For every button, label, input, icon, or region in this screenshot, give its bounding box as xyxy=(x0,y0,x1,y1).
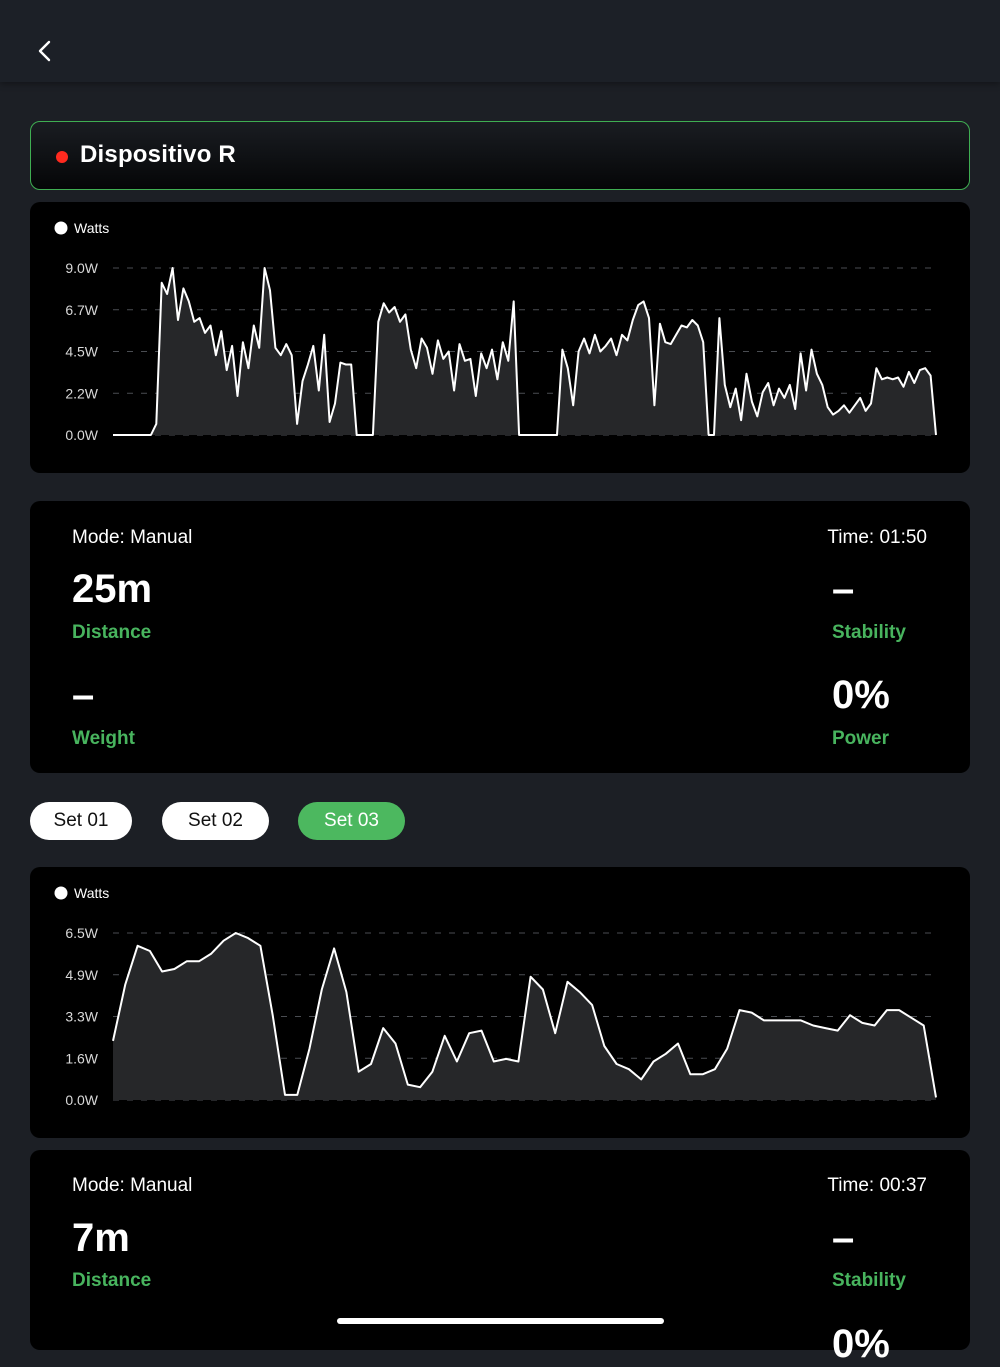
distance-value: 25m xyxy=(72,567,153,611)
y-tick-label: 0.0W xyxy=(65,427,98,443)
legend-dot xyxy=(54,886,68,900)
y-tick-label: 3.3W xyxy=(65,1009,98,1025)
stability-label: Stability xyxy=(832,1270,906,1291)
y-tick-label: 0.0W xyxy=(65,1092,98,1108)
y-tick-label: 9.0W xyxy=(65,260,98,276)
set-02-button[interactable]: Set 02 xyxy=(162,802,269,840)
session-stats-card-1: Mode: Manual Time: 01:50 25m Distance – … xyxy=(30,501,970,773)
y-tick-label: 2.2W xyxy=(65,385,98,401)
mode-label: Mode: Manual xyxy=(72,1175,193,1196)
device-name: Dispositivo R xyxy=(80,141,236,168)
distance-label: Distance xyxy=(72,622,152,643)
power-chart-1-svg: Watts 9.0W 6.7W 4.5W 2.2W 0.0W xyxy=(54,220,937,443)
set-03-button[interactable]: Set 03 xyxy=(298,802,405,840)
legend-dot xyxy=(54,221,68,235)
legend-label: Watts xyxy=(74,885,109,901)
power-chart-1: Watts 9.0W 6.7W 4.5W 2.2W 0.0W xyxy=(30,202,970,473)
y-tick-label: 6.7W xyxy=(65,302,98,318)
chevron-left-icon xyxy=(38,40,51,62)
distance-value: 7m xyxy=(72,1216,130,1260)
series-area xyxy=(113,268,936,435)
mode-label: Mode: Manual xyxy=(72,527,193,548)
y-tick-label: 4.5W xyxy=(65,344,98,360)
series-line xyxy=(112,932,937,1098)
legend-label: Watts xyxy=(74,220,109,236)
time-label: Time: 00:37 xyxy=(827,1175,927,1196)
stability-value: – xyxy=(832,1216,855,1260)
device-status-dot xyxy=(56,151,68,163)
series-area xyxy=(113,933,936,1100)
y-tick-label: 4.9W xyxy=(65,967,98,983)
power-chart-2: Watts 6.5W 4.9W 3.3W 1.6W 0.0W xyxy=(30,867,970,1138)
power-value: 0% xyxy=(832,1322,890,1366)
top-bar xyxy=(0,0,1000,82)
power-chart-2-svg: Watts 6.5W 4.9W 3.3W 1.6W 0.0W xyxy=(54,885,937,1108)
stability-label: Stability xyxy=(832,622,906,643)
set-01-button[interactable]: Set 01 xyxy=(30,802,132,840)
session-stats-card-2: Mode: Manual Time: 00:37 7m Distance – S… xyxy=(30,1150,970,1366)
y-tick-label: 6.5W xyxy=(65,925,98,941)
device-card[interactable]: Dispositivo R xyxy=(30,121,970,190)
weight-label: Weight xyxy=(72,728,135,749)
series-line xyxy=(113,267,937,436)
weight-value: – xyxy=(72,673,95,717)
time-label: Time: 01:50 xyxy=(827,527,927,548)
stability-value: – xyxy=(832,567,855,611)
power-value: 0% xyxy=(832,673,890,717)
distance-label: Distance xyxy=(72,1270,152,1291)
y-tick-label: 1.6W xyxy=(65,1050,98,1066)
home-indicator xyxy=(337,1318,664,1324)
power-label: Power xyxy=(832,728,890,749)
back-button[interactable] xyxy=(30,36,60,66)
